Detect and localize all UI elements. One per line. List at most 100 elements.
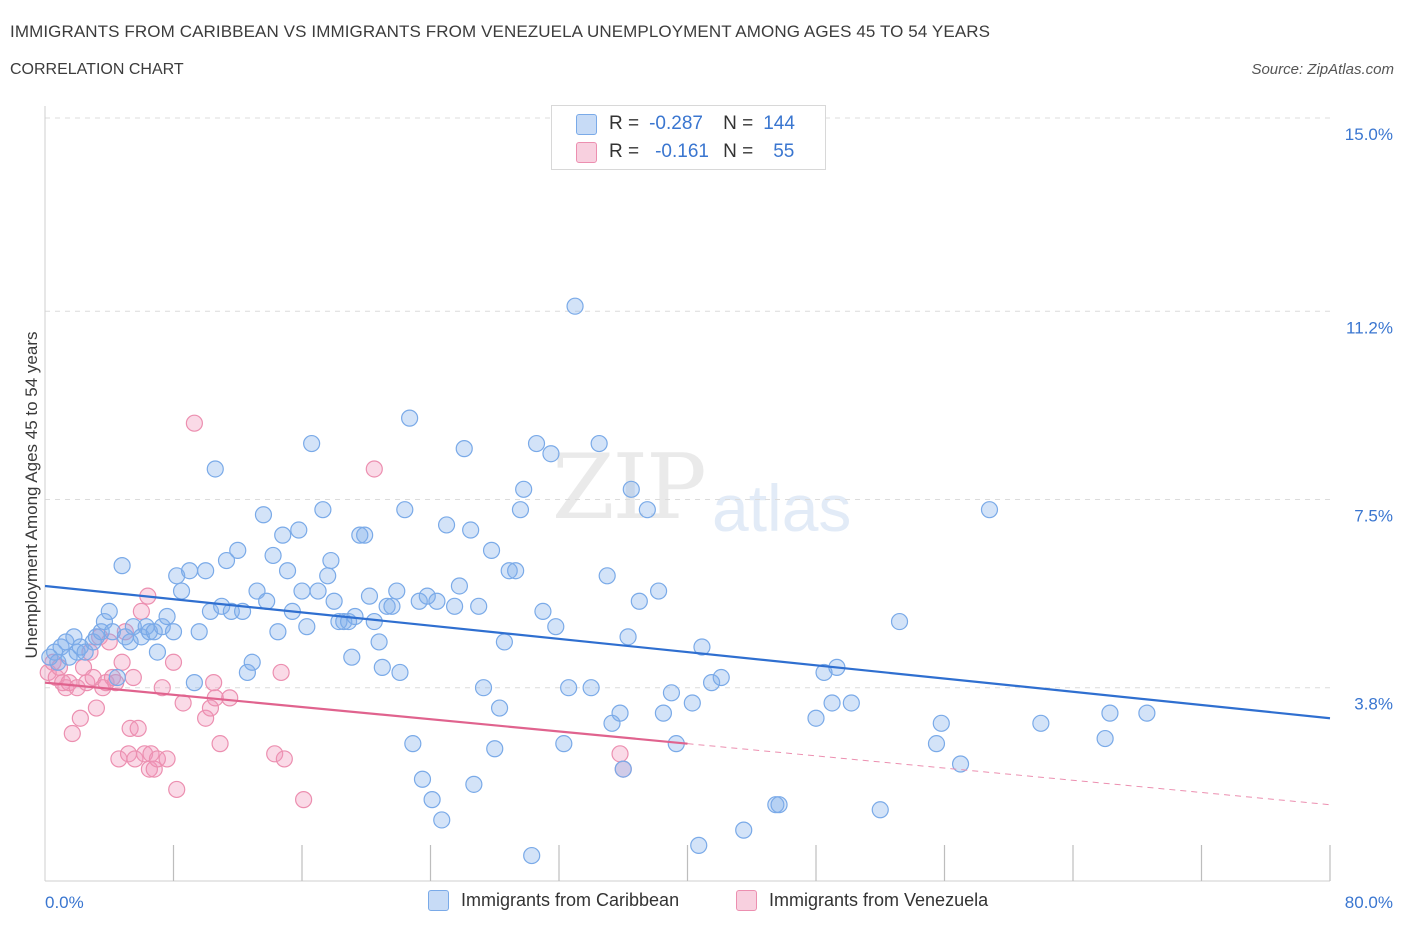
- y-tick-label: 7.5%: [1354, 507, 1393, 526]
- caribbean-point: [712, 668, 730, 687]
- caribbean-point: [582, 679, 600, 697]
- caribbean-point: [590, 434, 608, 453]
- venezuela-point: [205, 674, 223, 692]
- caribbean-point: [560, 679, 578, 697]
- caribbean-point: [172, 582, 191, 600]
- caribbean-point: [566, 297, 584, 315]
- caribbean-point: [413, 770, 432, 788]
- caribbean-point: [314, 501, 332, 519]
- caribbean-point: [598, 567, 616, 585]
- caribbean-point: [108, 668, 126, 687]
- correlation-legend: R = -0.287 N = 144 R = -0.161 N = 55: [551, 105, 826, 170]
- venezuela-point: [103, 668, 122, 687]
- caribbean-point: [391, 663, 409, 682]
- caribbean-point: [638, 501, 656, 519]
- caribbean-point: [507, 562, 525, 580]
- caribbean-point: [404, 735, 422, 753]
- caribbean-trendline: [44, 584, 1331, 720]
- x-tick-label: 0.0%: [45, 893, 84, 912]
- caribbean-point: [470, 597, 488, 615]
- caribbean-point: [153, 618, 171, 636]
- caribbean-point: [450, 577, 469, 595]
- venezuela-point: [158, 750, 176, 768]
- caribbean-point: [298, 618, 316, 636]
- caribbean-point: [433, 811, 451, 829]
- caribbean-point: [735, 821, 753, 839]
- venezuela-point: [71, 709, 89, 727]
- caribbean-point: [325, 592, 343, 610]
- caribbean-point: [378, 597, 396, 615]
- caribbean-point: [213, 597, 231, 615]
- caribbean-point: [770, 796, 788, 814]
- venezuela-point: [221, 689, 239, 707]
- caribbean-point: [158, 607, 176, 626]
- venezuela-point: [197, 709, 215, 727]
- venezuela-point: [68, 679, 86, 697]
- caribbean-point: [383, 597, 401, 615]
- legend-swatch-pink: [576, 141, 597, 163]
- caribbean-point: [71, 638, 89, 656]
- venezuela-point: [113, 653, 131, 671]
- caribbean-point: [951, 755, 970, 773]
- caribbean-point: [309, 582, 327, 600]
- caribbean-point: [197, 562, 215, 580]
- caribbean-point: [258, 592, 276, 610]
- caribbean-point: [356, 526, 374, 544]
- legend-swatch-blue: [576, 113, 597, 135]
- caribbean-point: [269, 623, 287, 641]
- venezuela-point: [168, 780, 186, 799]
- bottom-legend-venezuela: Immigrants from Venezuela: [736, 890, 988, 911]
- venezuela-point: [132, 602, 150, 621]
- caribbean-point: [455, 440, 473, 458]
- caribbean-point: [103, 623, 122, 641]
- caribbean-point: [649, 582, 668, 600]
- caribbean-point: [611, 704, 629, 722]
- caribbean-point: [523, 846, 541, 865]
- legend-r-label: R =: [609, 141, 640, 162]
- venezuela-point: [135, 745, 154, 763]
- legend-n-label: N =: [723, 113, 754, 134]
- x-tick-label: 80.0%: [1345, 893, 1393, 912]
- caribbean-point: [683, 694, 701, 712]
- venezuela-point: [211, 735, 229, 753]
- caribbean-point: [534, 602, 552, 621]
- venezuela-trendline-extension: [687, 743, 1331, 806]
- caribbean-point: [206, 460, 224, 478]
- caribbean-point: [148, 643, 167, 661]
- caribbean-point: [495, 633, 513, 651]
- legend-n-value: 144: [763, 113, 795, 134]
- venezuela-point: [164, 653, 183, 671]
- venezuela-point: [201, 699, 220, 717]
- caribbean-point: [500, 562, 518, 580]
- caribbean-point: [614, 760, 632, 778]
- caribbean-point: [229, 541, 247, 559]
- venezuela-point: [126, 750, 144, 768]
- legend-row-venezuela: R = -0.161 N = 55: [576, 140, 794, 164]
- venezuela-point: [81, 643, 99, 661]
- caribbean-point: [474, 679, 493, 697]
- venezuela-trendline: [44, 681, 688, 745]
- bottom-legend-caribbean: Immigrants from Caribbean: [428, 890, 679, 911]
- caribbean-point: [293, 582, 311, 600]
- caribbean-point: [465, 775, 483, 793]
- caribbean-point: [807, 709, 825, 727]
- caribbean-point: [1032, 714, 1050, 732]
- caribbean-point: [373, 658, 391, 676]
- caribbean-point: [254, 506, 273, 524]
- venezuela-point: [611, 745, 629, 763]
- caribbean-point: [87, 628, 106, 646]
- caribbean-point: [388, 582, 406, 600]
- watermark-zip: ZIP: [552, 435, 707, 540]
- caribbean-point: [619, 628, 637, 646]
- y-tick-label: 11.2%: [1346, 318, 1393, 337]
- caribbean-point: [542, 445, 560, 463]
- caribbean-point: [815, 663, 833, 682]
- venezuela-point: [295, 791, 313, 809]
- venezuela-point: [129, 719, 147, 738]
- caribbean-point: [842, 694, 860, 712]
- caribbean-point: [370, 633, 388, 651]
- caribbean-point: [365, 612, 383, 631]
- caribbean-point: [100, 602, 118, 621]
- bottom-swatch-blue: [428, 890, 449, 911]
